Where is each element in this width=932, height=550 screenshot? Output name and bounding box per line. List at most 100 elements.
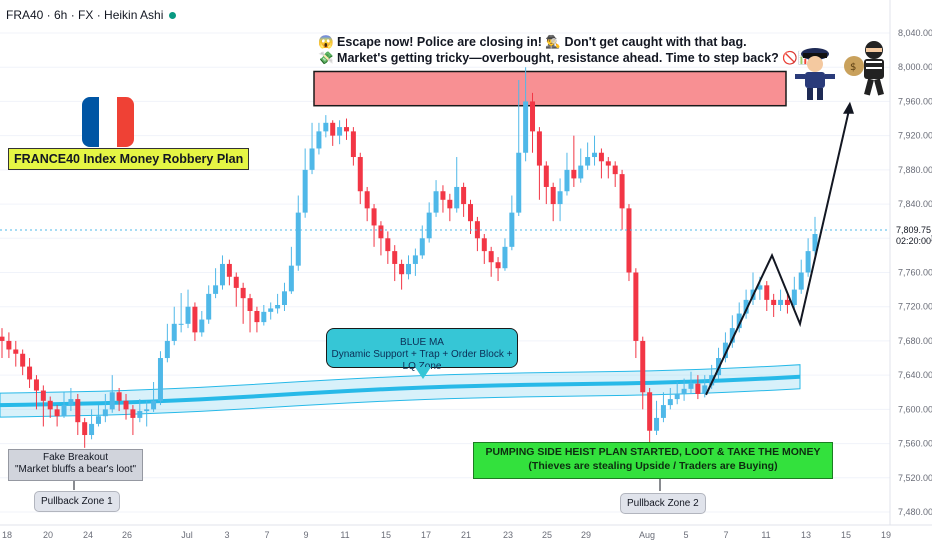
- candle: [495, 257, 501, 282]
- time-tick-label: 21: [461, 530, 471, 540]
- candle-body: [109, 392, 115, 410]
- candle-body: [157, 358, 163, 401]
- candle: [261, 305, 267, 326]
- candle-body: [33, 379, 39, 391]
- time-tick-label: 26: [122, 530, 132, 540]
- candle: [461, 182, 467, 217]
- time-tick-label: 7: [264, 530, 269, 540]
- candle: [137, 399, 143, 423]
- candle-body: [275, 305, 281, 309]
- candle: [605, 157, 611, 179]
- candle-body: [357, 157, 363, 192]
- candle-body: [654, 417, 660, 431]
- plan-title: FRANCE40 Index Money Robbery Plan: [8, 148, 250, 170]
- candle: [530, 92, 536, 153]
- projection-arrowhead: [843, 101, 854, 114]
- candle-body: [736, 313, 742, 329]
- candle-body: [213, 285, 219, 294]
- projection-path: [705, 105, 851, 396]
- candle: [392, 245, 398, 282]
- candle: [640, 336, 646, 410]
- candle-body: [95, 416, 101, 424]
- candle-body: [406, 263, 411, 275]
- candle-body: [729, 328, 735, 343]
- time-tick-label: 11: [761, 530, 770, 540]
- candle-body: [192, 306, 198, 333]
- candle: [330, 120, 336, 146]
- candle-body: [488, 251, 494, 263]
- candle: [240, 282, 246, 324]
- candle-body: [454, 186, 460, 209]
- candle: [378, 221, 384, 256]
- candle-body: [20, 353, 26, 367]
- time-tick-label: 24: [83, 530, 93, 540]
- candle: [219, 255, 225, 290]
- candle-body: [578, 165, 584, 179]
- price-tick-label: 7,720.00: [898, 302, 932, 312]
- candle: [337, 120, 343, 145]
- candle: [226, 259, 232, 286]
- time-tick-label: Jul: [181, 530, 193, 540]
- candle-body: [0, 336, 5, 341]
- candle: [481, 234, 487, 264]
- time-tick-label: 7: [723, 530, 728, 540]
- candle-body: [426, 212, 432, 239]
- heist-line-2: (Thieves are stealing Upside / Traders a…: [528, 460, 778, 472]
- price-tick-label: 7,840.00: [898, 199, 932, 209]
- candle-body: [392, 251, 398, 264]
- headline: 😱 Escape now! Police are closing in! 🕵️‍…: [318, 34, 813, 66]
- fake-breakout-desc: "Market bluffs a bear's loot": [14, 464, 137, 475]
- france-flag-icon: [82, 97, 134, 147]
- candle: [681, 378, 687, 401]
- symbol-header[interactable]: FRA40 · 6h · FX · Heikin Ashi: [6, 8, 177, 22]
- candle: [654, 400, 660, 436]
- candle-body: [219, 263, 225, 286]
- candle-body: [281, 291, 287, 306]
- candle: [199, 310, 205, 337]
- candle-body: [240, 287, 246, 299]
- time-tick-label: 5: [683, 530, 688, 540]
- candle: [82, 417, 88, 448]
- candle: [695, 375, 701, 400]
- time-tick-label: Aug: [639, 530, 655, 540]
- symbol-line: FRA40 · 6h · FX · Heikin Ashi: [6, 8, 164, 22]
- candle-body: [743, 299, 749, 314]
- candle: [440, 185, 446, 213]
- candle-body: [364, 191, 370, 209]
- candle: [33, 375, 39, 410]
- candle: [557, 178, 563, 222]
- candle-body: [557, 191, 563, 205]
- fake-breakout-label: Fake Breakout "Market bluffs a bear's lo…: [8, 449, 143, 481]
- candle-body: [302, 169, 308, 213]
- candle-body: [89, 423, 95, 436]
- price-tick-label: 7,880.00: [898, 165, 932, 175]
- candle-body: [440, 191, 446, 200]
- candle-body: [399, 263, 405, 275]
- candle: [536, 127, 542, 200]
- time-tick-label: 19: [881, 530, 891, 540]
- candle-body: [688, 383, 694, 389]
- candle-body: [144, 409, 150, 412]
- candle-body: [226, 263, 232, 277]
- candle-body: [585, 157, 591, 166]
- candle-body: [343, 127, 349, 132]
- svg-text:$: $: [850, 62, 856, 73]
- candle-body: [461, 186, 467, 205]
- candle-body: [254, 310, 260, 323]
- candle-body: [647, 392, 653, 431]
- price-tick-label: 7,600.00: [898, 404, 932, 414]
- candle: [350, 127, 356, 166]
- candle-body: [660, 405, 666, 418]
- candle-body: [75, 399, 81, 423]
- candle-body: [764, 285, 770, 300]
- candle-body: [27, 366, 33, 380]
- candle-body: [151, 400, 157, 410]
- candle: [474, 216, 480, 252]
- candle-body: [771, 299, 777, 306]
- candle-body: [523, 101, 529, 153]
- candle-body: [709, 375, 715, 386]
- time-tick-label: 17: [421, 530, 431, 540]
- candle: [778, 289, 784, 311]
- candle: [144, 400, 150, 427]
